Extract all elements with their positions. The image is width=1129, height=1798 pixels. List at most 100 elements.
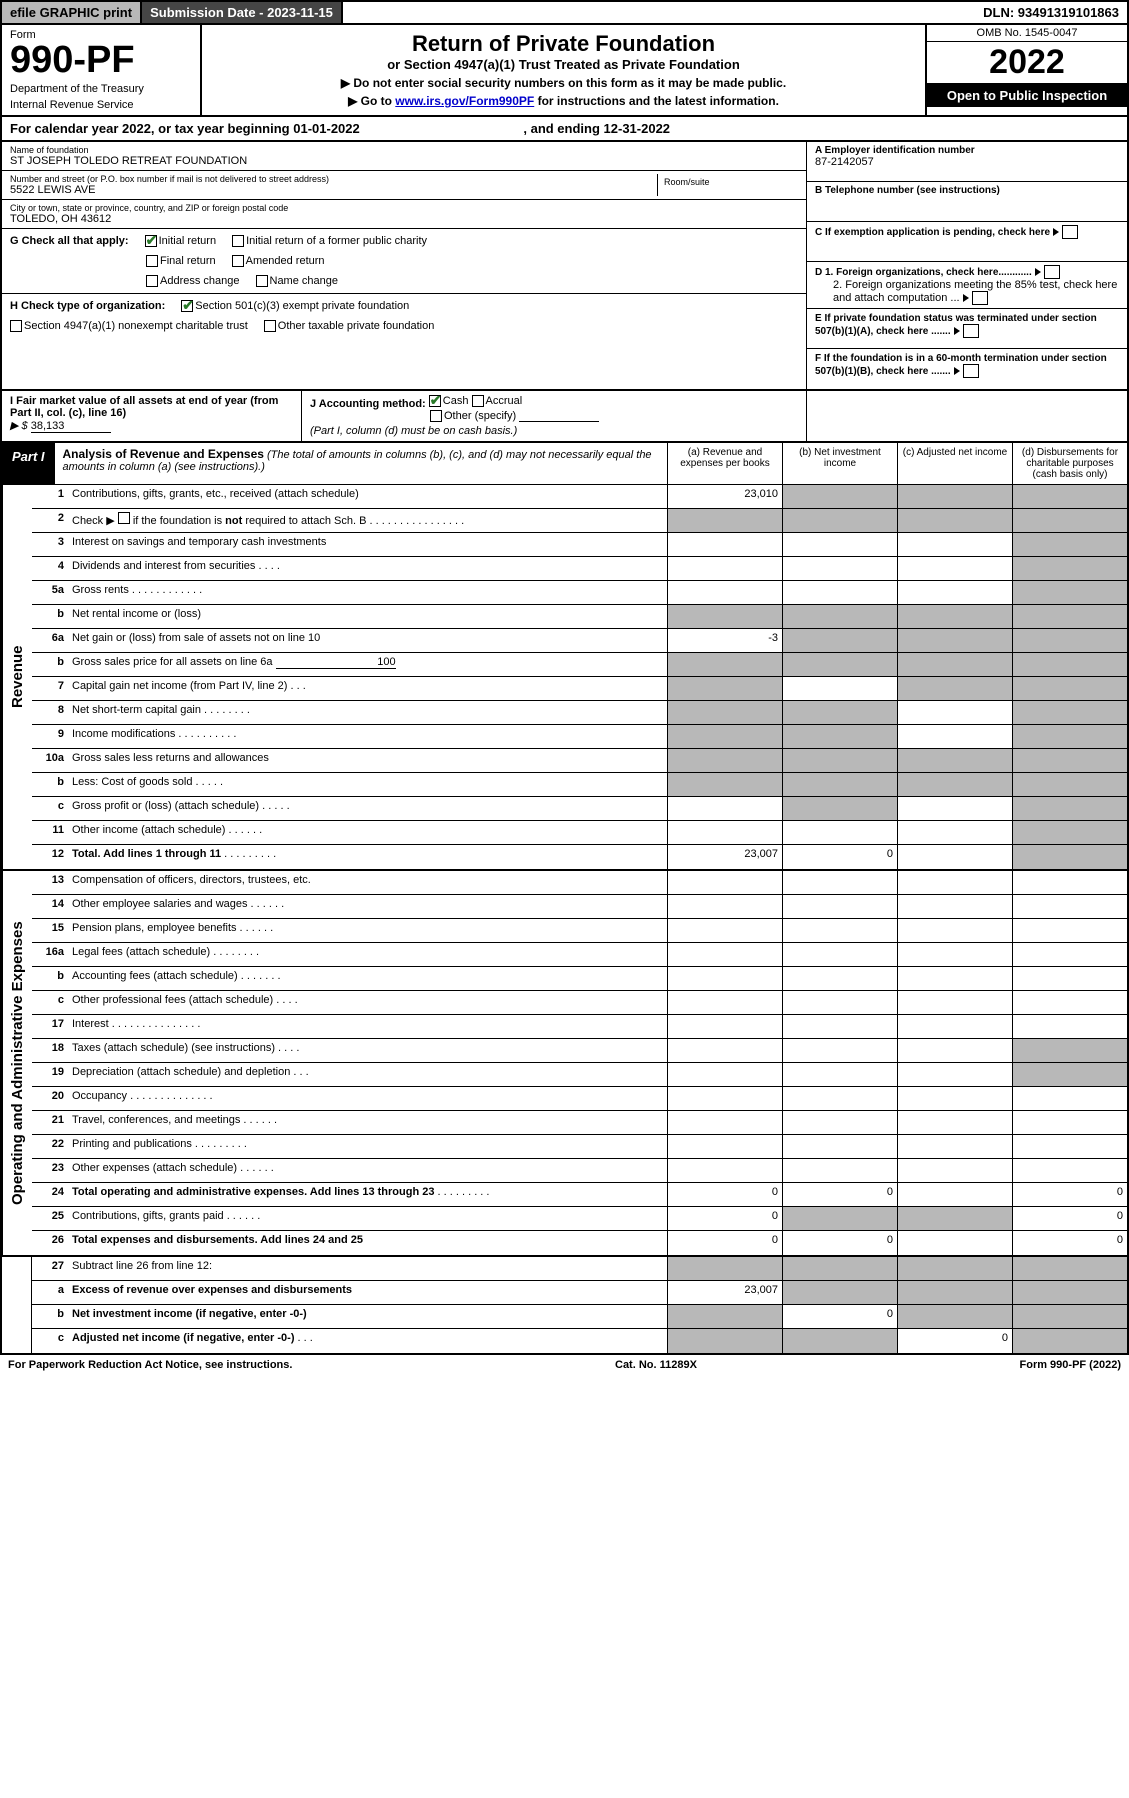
- ln: c: [32, 1329, 68, 1353]
- ln: b: [32, 653, 68, 676]
- ln: 3: [32, 533, 68, 556]
- desc: Other professional fees (attach schedule…: [68, 991, 667, 1014]
- desc: Occupancy . . . . . . . . . . . . . .: [68, 1087, 667, 1110]
- col-a: 0: [667, 1231, 782, 1255]
- row-26: 26Total expenses and disbursements. Add …: [32, 1231, 1127, 1255]
- g-addr-lbl: Address change: [160, 275, 240, 287]
- j-other-line: [519, 421, 599, 422]
- desc: Depreciation (attach schedule) and deple…: [68, 1063, 667, 1086]
- txt: Gross profit or (loss) (attach schedule): [72, 800, 259, 812]
- j-block: J Accounting method: Cash Accrual Other …: [302, 391, 807, 441]
- d2-checkbox[interactable]: [972, 291, 988, 305]
- col-d: [1012, 895, 1127, 918]
- j-cash[interactable]: Cash: [429, 395, 469, 407]
- desc: Dividends and interest from securities .…: [68, 557, 667, 580]
- f-checkbox[interactable]: [963, 364, 979, 378]
- col-c: [897, 677, 1012, 700]
- col-c: [897, 967, 1012, 990]
- form-number: 990-PF: [10, 41, 192, 79]
- e-checkbox[interactable]: [963, 324, 979, 338]
- checkbox-icon: [232, 255, 244, 267]
- col-d: [1012, 725, 1127, 748]
- col-d: [1012, 533, 1127, 556]
- col-c: [897, 605, 1012, 628]
- ein-row: A Employer identification number 87-2142…: [807, 142, 1127, 182]
- txt: Taxes (attach schedule) (see instruction…: [72, 1042, 275, 1054]
- row-27a: aExcess of revenue over expenses and dis…: [32, 1281, 1127, 1305]
- txt: Net short-term capital gain: [72, 704, 201, 716]
- txt: Travel, conferences, and meetings: [72, 1114, 240, 1126]
- c-checkbox[interactable]: [1062, 225, 1078, 239]
- j-other[interactable]: Other (specify): [430, 410, 516, 422]
- g-amended-return[interactable]: Amended return: [232, 255, 325, 267]
- info-right: A Employer identification number 87-2142…: [807, 142, 1127, 389]
- checkbox-icon: [472, 395, 484, 407]
- desc: Contributions, gifts, grants paid . . . …: [68, 1207, 667, 1230]
- name-label: Name of foundation: [10, 145, 798, 155]
- page-footer: For Paperwork Reduction Act Notice, see …: [0, 1355, 1129, 1375]
- row-8: 8Net short-term capital gain . . . . . .…: [32, 701, 1127, 725]
- ln: b: [32, 967, 68, 990]
- foundation-name-row: Name of foundation ST JOSEPH TOLEDO RETR…: [2, 142, 806, 171]
- g-row: G Check all that apply: Initial return I…: [2, 229, 806, 294]
- row-24: 24Total operating and administrative exp…: [32, 1183, 1127, 1207]
- col-c: [897, 797, 1012, 820]
- desc: Contributions, gifts, grants, etc., rece…: [68, 485, 667, 508]
- col-b: [782, 1039, 897, 1062]
- col-d: [1012, 773, 1127, 796]
- col-d: [1012, 919, 1127, 942]
- row-25: 25Contributions, gifts, grants paid . . …: [32, 1207, 1127, 1231]
- g-initial-lbl: Initial return: [159, 235, 216, 247]
- checkbox-icon[interactable]: [118, 512, 130, 524]
- col-b-header: (b) Net investment income: [782, 443, 897, 484]
- h-4947[interactable]: Section 4947(a)(1) nonexempt charitable …: [10, 320, 248, 332]
- row-16b: bAccounting fees (attach schedule) . . .…: [32, 967, 1127, 991]
- part1-header: Part I Analysis of Revenue and Expenses …: [0, 443, 1129, 485]
- desc: Total operating and administrative expen…: [68, 1183, 667, 1206]
- col-d: [1012, 749, 1127, 772]
- col-c: [897, 581, 1012, 604]
- g-name-change[interactable]: Name change: [256, 275, 339, 287]
- row-22: 22Printing and publications . . . . . . …: [32, 1135, 1127, 1159]
- g-final-return[interactable]: Final return: [146, 255, 216, 267]
- txt: Net investment income (if negative, ente…: [72, 1308, 307, 1320]
- h-other-taxable[interactable]: Other taxable private foundation: [264, 320, 435, 332]
- col-c: [897, 1039, 1012, 1062]
- ln: b: [32, 605, 68, 628]
- h-501c3[interactable]: Section 501(c)(3) exempt private foundat…: [181, 300, 409, 312]
- phone-label: B Telephone number (see instructions): [815, 185, 1119, 196]
- col-c: [897, 1159, 1012, 1182]
- col-a: [667, 749, 782, 772]
- txt: Less: Cost of goods sold: [72, 776, 192, 788]
- g-initial-return[interactable]: Initial return: [145, 235, 216, 247]
- j-accrual[interactable]: Accrual: [472, 395, 523, 407]
- ln: 21: [32, 1111, 68, 1134]
- checkbox-icon: [146, 275, 158, 287]
- expenses-side-label: Operating and Administrative Expenses: [2, 871, 32, 1255]
- txt: Capital gain net income (from Part IV, l…: [72, 680, 287, 692]
- col-c: [897, 821, 1012, 844]
- txt: Occupancy: [72, 1090, 127, 1102]
- col-a: [667, 605, 782, 628]
- col-d: [1012, 821, 1127, 844]
- g-address-change[interactable]: Address change: [146, 275, 240, 287]
- row-6b: bGross sales price for all assets on lin…: [32, 653, 1127, 677]
- col-a: [667, 725, 782, 748]
- checkbox-icon: [264, 320, 276, 332]
- row-9: 9Income modifications . . . . . . . . . …: [32, 725, 1127, 749]
- col-b: [782, 485, 897, 508]
- efile-print-button[interactable]: efile GRAPHIC print: [2, 2, 142, 23]
- irs-link[interactable]: www.irs.gov/Form990PF: [395, 94, 534, 108]
- d1-checkbox[interactable]: [1044, 265, 1060, 279]
- txt: Adjusted net income (if negative, enter …: [72, 1332, 294, 1344]
- txt: Other professional fees (attach schedule…: [72, 994, 273, 1006]
- g-initial-former[interactable]: Initial return of a former public charit…: [232, 235, 427, 247]
- part1-label: Part I: [2, 443, 55, 484]
- row-16a: 16aLegal fees (attach schedule) . . . . …: [32, 943, 1127, 967]
- txt: Other employee salaries and wages: [72, 898, 247, 910]
- col-d: [1012, 677, 1127, 700]
- col-b: [782, 895, 897, 918]
- col-a: [667, 533, 782, 556]
- d-row: D 1. Foreign organizations, check here..…: [807, 262, 1127, 309]
- desc: Less: Cost of goods sold . . . . .: [68, 773, 667, 796]
